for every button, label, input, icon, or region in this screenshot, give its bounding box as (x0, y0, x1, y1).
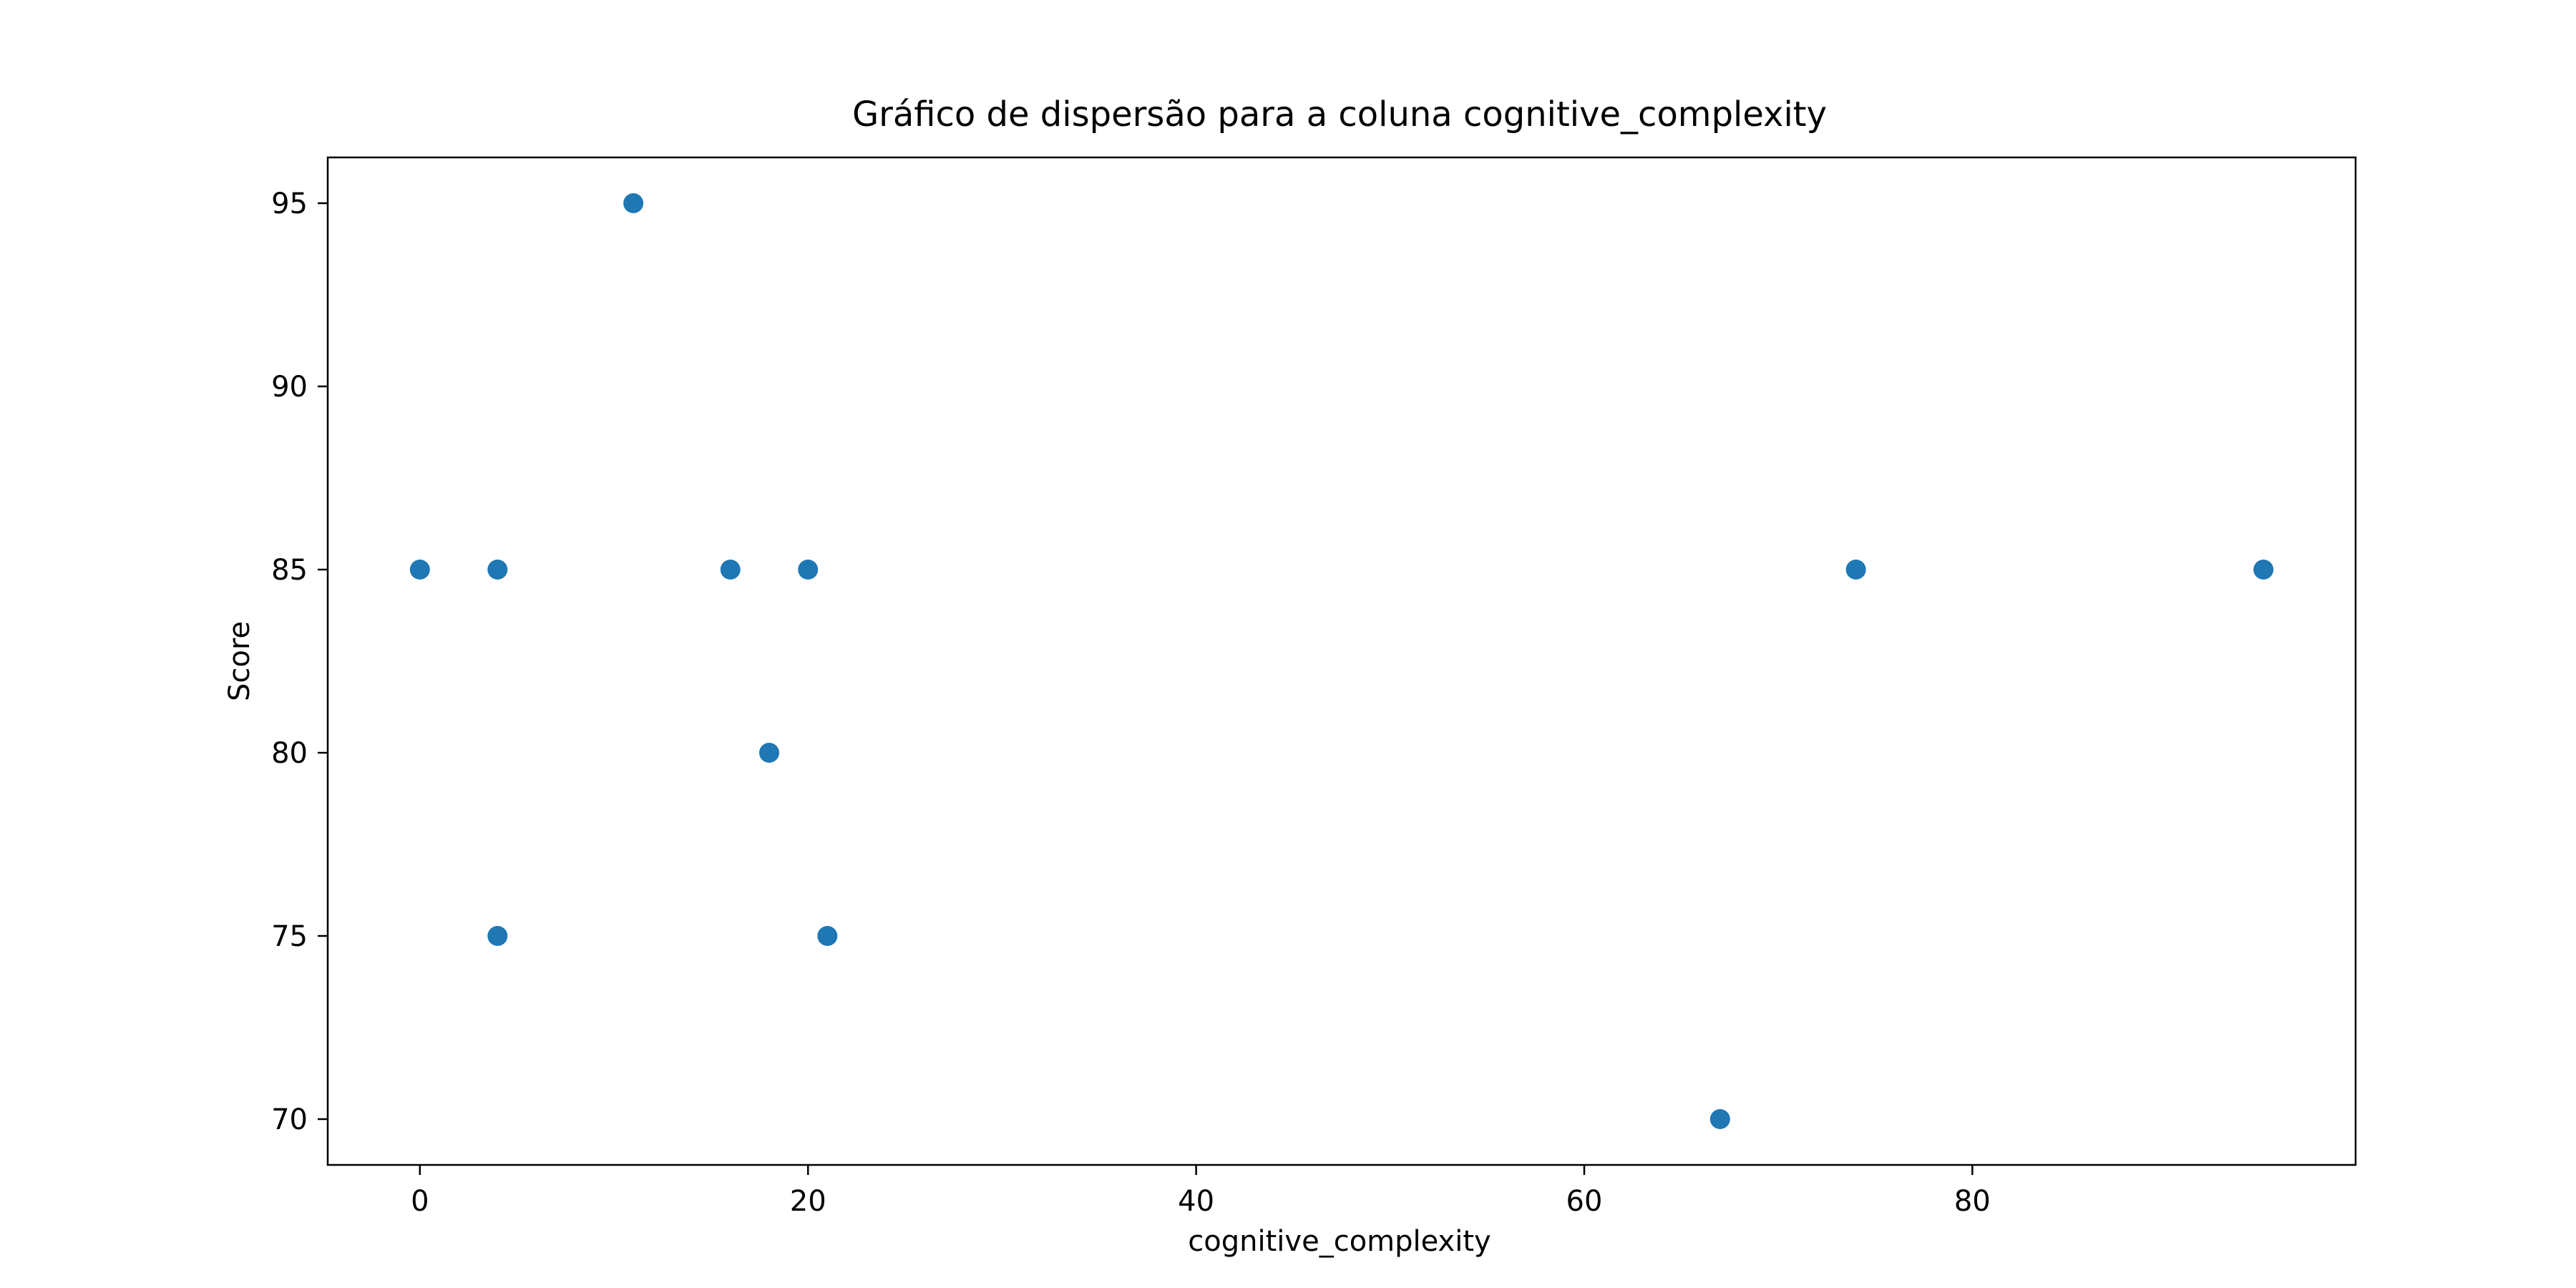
scatter-point (487, 560, 508, 580)
y-tick-label: 75 (271, 920, 308, 953)
scatter-point (623, 193, 644, 213)
scatter-point (817, 926, 838, 946)
x-tick-label: 60 (1566, 1185, 1603, 1218)
plot-area (409, 193, 2274, 1129)
y-tick-label: 70 (271, 1103, 308, 1136)
scatter-point (1845, 560, 1866, 580)
scatter-point (409, 560, 430, 580)
x-tick-label: 80 (1954, 1185, 1991, 1218)
chart-title: Gráfico de dispersão para a coluna cogni… (852, 94, 1827, 135)
scatter-point (2253, 560, 2274, 580)
scatter-point (720, 560, 741, 580)
x-tick-label: 0 (411, 1185, 429, 1218)
y-axis-label: Score (223, 621, 256, 701)
scatter-point (1709, 1109, 1730, 1129)
y-tick-label: 80 (271, 737, 308, 770)
x-tick-label: 40 (1178, 1185, 1214, 1218)
scatter-point (798, 560, 819, 580)
plot-frame (326, 156, 2357, 1166)
y-tick-label: 95 (271, 187, 308, 220)
scatter-point (487, 926, 508, 946)
x-axis: 0 20 40 60 80 (411, 1165, 1991, 1218)
scatter-point (758, 743, 779, 763)
y-axis: 70 75 80 85 90 95 (271, 187, 328, 1136)
x-tick-label: 20 (790, 1185, 826, 1218)
y-tick-label: 90 (271, 371, 308, 404)
x-axis-label: cognitive_complexity (1188, 1225, 1491, 1258)
y-tick-label: 85 (271, 554, 308, 587)
